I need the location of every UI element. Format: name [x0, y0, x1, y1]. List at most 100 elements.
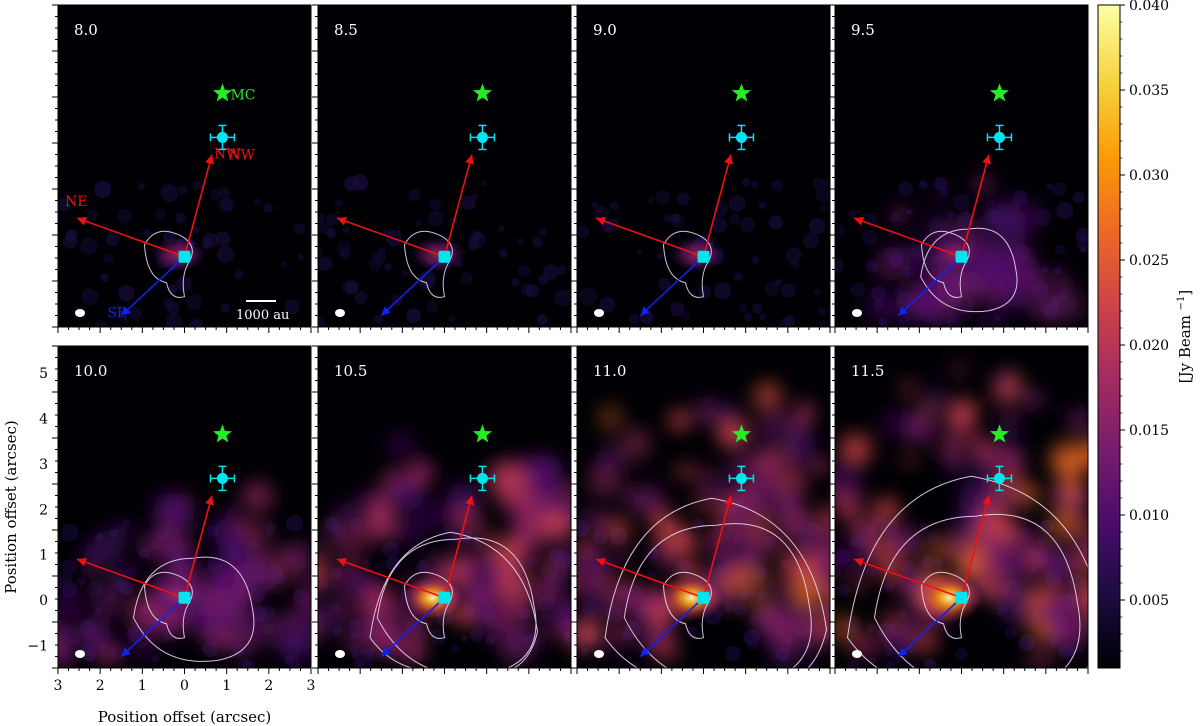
cloud-blob — [784, 465, 804, 484]
x-axis-label: Position offset (arcsec) — [98, 708, 272, 726]
cloud-blob — [996, 371, 1014, 389]
beam-ellipse — [594, 650, 604, 658]
cloud-blob — [889, 203, 912, 226]
cloud-blob — [827, 622, 830, 640]
cloud-blob — [1015, 247, 1032, 264]
arrow-se-label: SE — [107, 306, 127, 322]
panel-velocity-label: 10.5 — [334, 362, 367, 380]
noise-blob — [947, 315, 965, 327]
contour-line — [143, 571, 193, 639]
cloud-blob — [452, 505, 482, 535]
colorbar-tick-label: 0.010 — [1129, 508, 1169, 524]
cloud-blob — [616, 428, 651, 464]
noise-blob — [954, 647, 968, 661]
arrow-ne-head — [595, 216, 606, 226]
cloud-blob — [901, 244, 927, 270]
noise-blob — [122, 317, 129, 324]
cloud-blob — [1053, 267, 1070, 284]
contour-line — [662, 571, 712, 639]
cloud-blob — [83, 542, 105, 565]
noise-blob — [578, 287, 597, 306]
cloud-blob — [655, 548, 678, 570]
noise-blob — [676, 192, 690, 206]
beam-ellipse — [75, 650, 85, 658]
cloud-blob — [756, 382, 776, 402]
noise-blob — [406, 308, 422, 324]
noise-blob — [751, 180, 760, 188]
cloud-blob — [835, 545, 854, 576]
cloud-blob — [1016, 482, 1042, 508]
cloud-blob — [850, 577, 866, 592]
mc-star-marker — [212, 424, 232, 443]
colorbar-tick-label: 0.040 — [1129, 0, 1169, 14]
arrow-nw-head — [724, 154, 733, 165]
noise-blob — [61, 559, 77, 575]
cloud-blob — [999, 219, 1026, 245]
noise-blob — [354, 290, 368, 304]
colorbar-label-close: ] — [1176, 290, 1194, 296]
noise-blob — [318, 220, 330, 234]
arrow-nw-head — [465, 495, 474, 506]
noise-blob — [297, 253, 304, 260]
noise-blob — [861, 229, 878, 246]
noise-blob — [426, 301, 438, 313]
arrow-se-shaft — [380, 256, 446, 317]
cloud-blob — [939, 435, 953, 448]
cloud-blob — [1166, 546, 1189, 569]
colorbar-label-main: [Jy Beam — [1176, 310, 1194, 383]
noise-blob — [384, 263, 392, 271]
panel-velocity-label: 8.0 — [74, 21, 98, 39]
noise-blob — [817, 307, 827, 316]
beam-ellipse — [335, 309, 345, 317]
noise-blob — [956, 304, 974, 323]
cloud-blob — [205, 588, 232, 615]
noise-blob — [440, 525, 458, 543]
nw-marker — [476, 472, 488, 484]
noise-blob — [378, 247, 386, 255]
noise-blob — [813, 288, 821, 296]
noise-blob — [280, 260, 288, 268]
y-axis-label: Position offset (arcsec) — [2, 420, 20, 594]
cloud-blob — [879, 408, 908, 437]
panel-11.0: 11.0 — [571, 345, 831, 674]
cloud-blob — [918, 557, 933, 572]
panel-frame — [576, 345, 831, 669]
arrow-ne-head — [853, 557, 864, 567]
panel-emission — [835, 173, 1088, 327]
cloud-blob — [790, 574, 825, 610]
y-tick-label: 0 — [39, 593, 48, 609]
cloud-blob — [596, 404, 624, 431]
noise-blob — [698, 285, 712, 299]
panel-velocity-label: 11.5 — [851, 362, 884, 380]
cloud-blob — [156, 515, 174, 534]
noise-blob — [372, 251, 386, 265]
noise-blob — [988, 199, 995, 206]
contours — [369, 531, 539, 668]
cloud-blob — [725, 599, 739, 612]
cloud-blob — [298, 566, 311, 584]
cloud-blob — [997, 592, 1030, 625]
contours — [604, 497, 828, 668]
cloud-blob — [1048, 507, 1080, 540]
cloud-blob — [218, 533, 253, 568]
cloud-blob — [921, 637, 936, 651]
noise-blob — [460, 635, 468, 642]
noise-blob — [784, 314, 796, 326]
arrow-ne-shaft — [76, 217, 185, 258]
cloud-blob — [1176, 588, 1200, 615]
source-marker — [955, 591, 968, 604]
cloud-blob — [903, 411, 935, 443]
arrow-ne-shaft — [336, 558, 445, 599]
panel-velocity-label: 11.0 — [593, 362, 626, 380]
cloud-blob — [174, 509, 196, 531]
noise-blob — [517, 264, 531, 278]
cloud-blob — [1047, 595, 1083, 631]
colorbar-tick-label: 0.015 — [1129, 423, 1169, 439]
cloud-blob — [114, 521, 132, 538]
cloud-blob — [835, 613, 858, 644]
noise-blob — [389, 323, 396, 327]
noise-blob — [923, 658, 937, 668]
cloud-blob — [951, 361, 967, 377]
cloud-blob — [835, 460, 862, 494]
noise-blob — [193, 180, 204, 191]
